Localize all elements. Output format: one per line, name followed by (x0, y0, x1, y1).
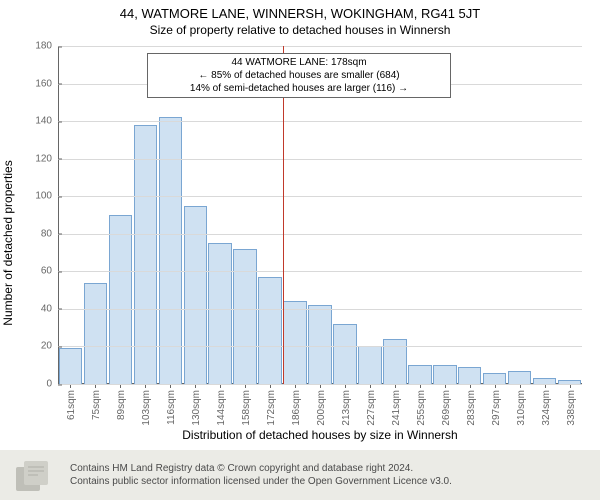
gridline (58, 46, 582, 47)
gridline (58, 309, 582, 310)
y-tick-label: 40 (41, 303, 58, 314)
x-tick-label: 200sqm (316, 384, 327, 426)
bar-slot: 75sqm (83, 46, 108, 384)
bar (184, 206, 207, 384)
bar-slot: 338sqm (557, 46, 582, 384)
x-tick-label: 103sqm (141, 384, 152, 426)
y-tick-label: 20 (41, 341, 58, 352)
x-tick-label: 75sqm (91, 384, 102, 420)
x-tick-label: 227sqm (366, 384, 377, 426)
y-axis-label: Number of detached properties (1, 73, 15, 413)
gridline (58, 271, 582, 272)
bar (358, 346, 381, 384)
x-tick-label: 89sqm (116, 384, 127, 420)
bar-slot: 324sqm (532, 46, 557, 384)
bar (283, 301, 306, 384)
bar (508, 371, 531, 384)
bar-slot: 89sqm (108, 46, 133, 384)
x-tick-label: 269sqm (441, 384, 452, 426)
bar-slot: 297sqm (482, 46, 507, 384)
y-tick-label: 180 (35, 41, 58, 52)
x-axis-label: Distribution of detached houses by size … (58, 428, 582, 442)
footer-line-1: Contains HM Land Registry data © Crown c… (70, 462, 452, 476)
x-tick-label: 297sqm (491, 384, 502, 426)
bar (408, 365, 431, 384)
gridline (58, 234, 582, 235)
x-tick-label: 255sqm (416, 384, 427, 426)
annotation-line: 14% of semi-detached houses are larger (… (154, 82, 444, 95)
annotation-line: 44 WATMORE LANE: 178sqm (154, 56, 444, 69)
y-tick-label: 120 (35, 153, 58, 164)
bar (159, 117, 182, 384)
document-stack-icon (14, 457, 56, 493)
gridline (58, 196, 582, 197)
bar (333, 324, 356, 384)
x-tick-label: 144sqm (216, 384, 227, 426)
bar-slot: 283sqm (457, 46, 482, 384)
footer: Contains HM Land Registry data © Crown c… (0, 450, 600, 500)
bar (458, 367, 481, 384)
x-tick-label: 213sqm (341, 384, 352, 426)
bar (433, 365, 456, 384)
x-tick-label: 172sqm (266, 384, 277, 426)
x-tick-label: 310sqm (516, 384, 527, 426)
bar (233, 249, 256, 384)
chart-container: Number of detached properties 61sqm75sqm… (0, 40, 600, 446)
gridline (58, 159, 582, 160)
bar (84, 283, 107, 384)
y-tick-label: 140 (35, 116, 58, 127)
x-tick-label: 241sqm (391, 384, 402, 426)
annotation-box: 44 WATMORE LANE: 178sqm← 85% of detached… (147, 53, 451, 98)
y-tick-label: 0 (46, 379, 58, 390)
bar-slot: 61sqm (58, 46, 83, 384)
y-tick-label: 100 (35, 191, 58, 202)
bar-slot: 310sqm (507, 46, 532, 384)
footer-line-2: Contains public sector information licen… (70, 475, 452, 489)
x-tick-label: 158sqm (241, 384, 252, 426)
bar (109, 215, 132, 384)
bar (483, 373, 506, 384)
x-tick-label: 283sqm (466, 384, 477, 426)
page-title: 44, WATMORE LANE, WINNERSH, WOKINGHAM, R… (0, 0, 600, 21)
y-tick-label: 60 (41, 266, 58, 277)
annotation-line: ← 85% of detached houses are smaller (68… (154, 69, 444, 82)
x-tick-label: 324sqm (541, 384, 552, 426)
bar (134, 125, 157, 384)
x-tick-label: 116sqm (166, 384, 177, 425)
bar (208, 243, 231, 384)
y-tick-label: 160 (35, 78, 58, 89)
y-tick-label: 80 (41, 228, 58, 239)
gridline (58, 346, 582, 347)
page-subtitle: Size of property relative to detached ho… (0, 21, 600, 41)
footer-text: Contains HM Land Registry data © Crown c… (70, 462, 452, 489)
x-tick-label: 61sqm (66, 384, 77, 420)
gridline (58, 121, 582, 122)
bar (258, 277, 281, 384)
gridline (58, 384, 582, 385)
x-tick-label: 338sqm (566, 384, 577, 426)
bar (59, 348, 82, 384)
bar (308, 305, 331, 384)
plot-area: 61sqm75sqm89sqm103sqm116sqm130sqm144sqm1… (58, 46, 582, 384)
x-tick-label: 130sqm (191, 384, 202, 426)
x-tick-label: 186sqm (291, 384, 302, 426)
